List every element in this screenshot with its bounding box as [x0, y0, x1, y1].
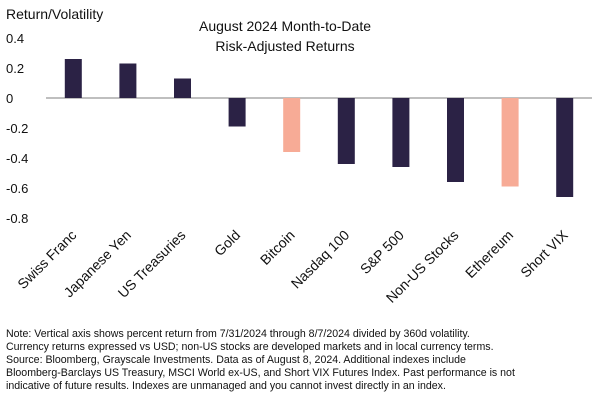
- bar-us-treasuries: [174, 78, 191, 98]
- bar-short-vix: [556, 98, 574, 197]
- footnote-line-2: Currency returns expressed vs USD; non-U…: [6, 341, 494, 353]
- chart-title-line-1: August 2024 Month-to-Date: [199, 18, 371, 34]
- x-tick-label: Bitcoin: [257, 227, 298, 268]
- x-tick-label: Gold: [211, 227, 243, 259]
- bar-bitcoin: [283, 98, 301, 152]
- bar-japanese-yen: [119, 63, 137, 98]
- y-tick-label: -0.6: [6, 181, 28, 196]
- x-tick-label: S&P 500: [357, 227, 407, 277]
- bar-nasdaq-100: [337, 98, 355, 164]
- y-axis-label: Return/Volatility: [6, 6, 104, 22]
- bar-swiss-franc: [64, 59, 82, 98]
- y-tick-label: 0.2: [6, 61, 24, 76]
- x-tick-label: Ethereum: [462, 227, 516, 281]
- bar-s-p-500: [392, 98, 410, 167]
- bar-gold: [228, 98, 246, 127]
- x-tick-label: Short VIX: [517, 226, 571, 280]
- footnote-line-4: Bloomberg-Barclays US Treasury, MSCI Wor…: [6, 367, 515, 379]
- bar-ethereum: [501, 98, 519, 187]
- footnote-line-5: indicative of future results. Indexes ar…: [6, 380, 446, 392]
- footnote-line-1: Note: Vertical axis shows percent return…: [6, 328, 470, 340]
- bar-non-us-stocks: [447, 98, 464, 182]
- y-tick-label: 0: [6, 91, 13, 106]
- footnote-line-3: Source: Bloomberg, Grayscale Investments…: [6, 354, 466, 366]
- y-tick-label: 0.4: [6, 31, 24, 46]
- chart-title-line-2: Risk-Adjusted Returns: [215, 38, 355, 54]
- x-tick-label: Nasdaq 100: [288, 227, 353, 292]
- chart-title: August 2024 Month-to-Date Risk-Adjusted …: [170, 16, 400, 56]
- footnote: Note: Vertical axis shows percent return…: [6, 328, 596, 393]
- y-tick-label: -0.2: [6, 121, 28, 136]
- y-tick-label: -0.4: [6, 151, 28, 166]
- chart-area: 0.4 0.2 0 -0.2 -0.4 -0.6 -0.8 Swiss Franc Japane…: [6, 31, 592, 306]
- y-tick-label: -0.8: [6, 211, 28, 226]
